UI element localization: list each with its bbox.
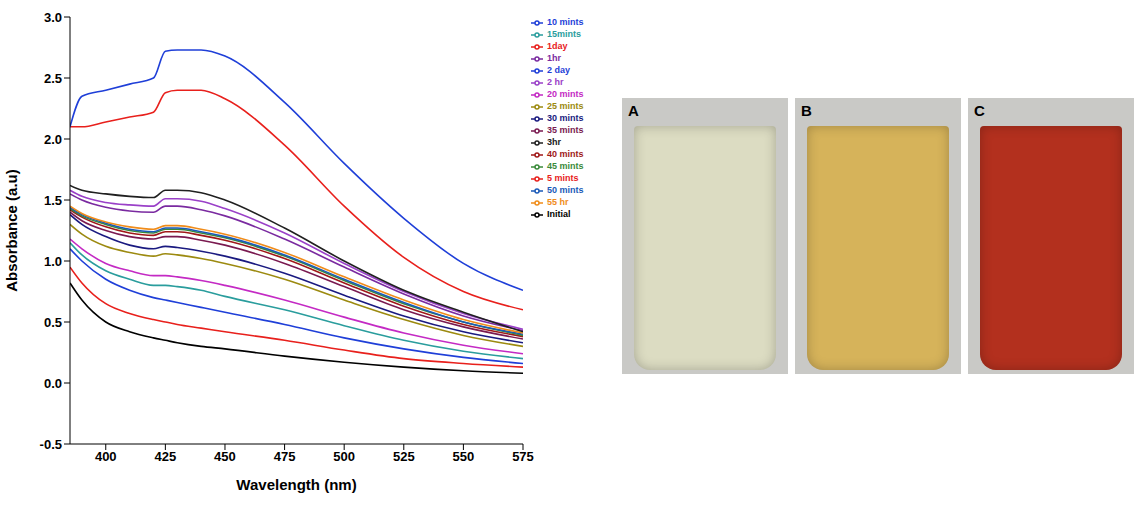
svg-text:400: 400: [95, 449, 117, 464]
svg-text:500: 500: [333, 449, 355, 464]
svg-text:Absorbance (a.u): Absorbance (a.u): [3, 169, 20, 292]
html-text:1hr: 1hr: [547, 53, 561, 64]
svg-text:1.0: 1.0: [44, 254, 62, 269]
html-text:55 hr: 55 hr: [547, 197, 569, 208]
html-text:25 mints: 25 mints: [547, 101, 584, 112]
html-text:40 mints: 40 mints: [547, 149, 584, 160]
svg-text:450: 450: [214, 449, 236, 464]
html-text:45 mints: 45 mints: [547, 161, 584, 172]
svg-text:Wavelength (nm): Wavelength (nm): [236, 476, 356, 493]
svg-text:525: 525: [393, 449, 415, 464]
html-text:3hr: 3hr: [547, 137, 561, 148]
svg-text:0.5: 0.5: [44, 315, 62, 330]
svg-text:575: 575: [512, 449, 534, 464]
html-text:30 mints: 30 mints: [547, 113, 584, 124]
svg-text:0.0: 0.0: [44, 376, 62, 391]
svg-text:475: 475: [274, 449, 296, 464]
svg-text:1.5: 1.5: [44, 193, 62, 208]
html-text:15mints: 15mints: [547, 29, 581, 40]
svg-text:2.0: 2.0: [44, 132, 62, 147]
html-text:1day: 1day: [547, 41, 568, 52]
html-text:2 day: 2 day: [547, 65, 570, 76]
html-text:35 mints: 35 mints: [547, 125, 584, 136]
html-text:20 mints: 20 mints: [547, 89, 584, 100]
svg-text:3.0: 3.0: [44, 10, 62, 25]
html-text:C: C: [974, 102, 985, 119]
html-text:5 mints: 5 mints: [547, 173, 579, 184]
svg-text:550: 550: [453, 449, 475, 464]
html-text:2 hr: 2 hr: [547, 77, 564, 88]
html-text:B: B: [801, 102, 812, 119]
svg-text:-0.5: -0.5: [40, 437, 62, 452]
svg-text:2.5: 2.5: [44, 71, 62, 86]
html-text:Initial: Initial: [547, 209, 571, 220]
html-text:10 mints: 10 mints: [547, 17, 584, 28]
html-text:50 mints: 50 mints: [547, 185, 584, 196]
svg-text:425: 425: [155, 449, 177, 464]
html-text:A: A: [628, 102, 639, 119]
